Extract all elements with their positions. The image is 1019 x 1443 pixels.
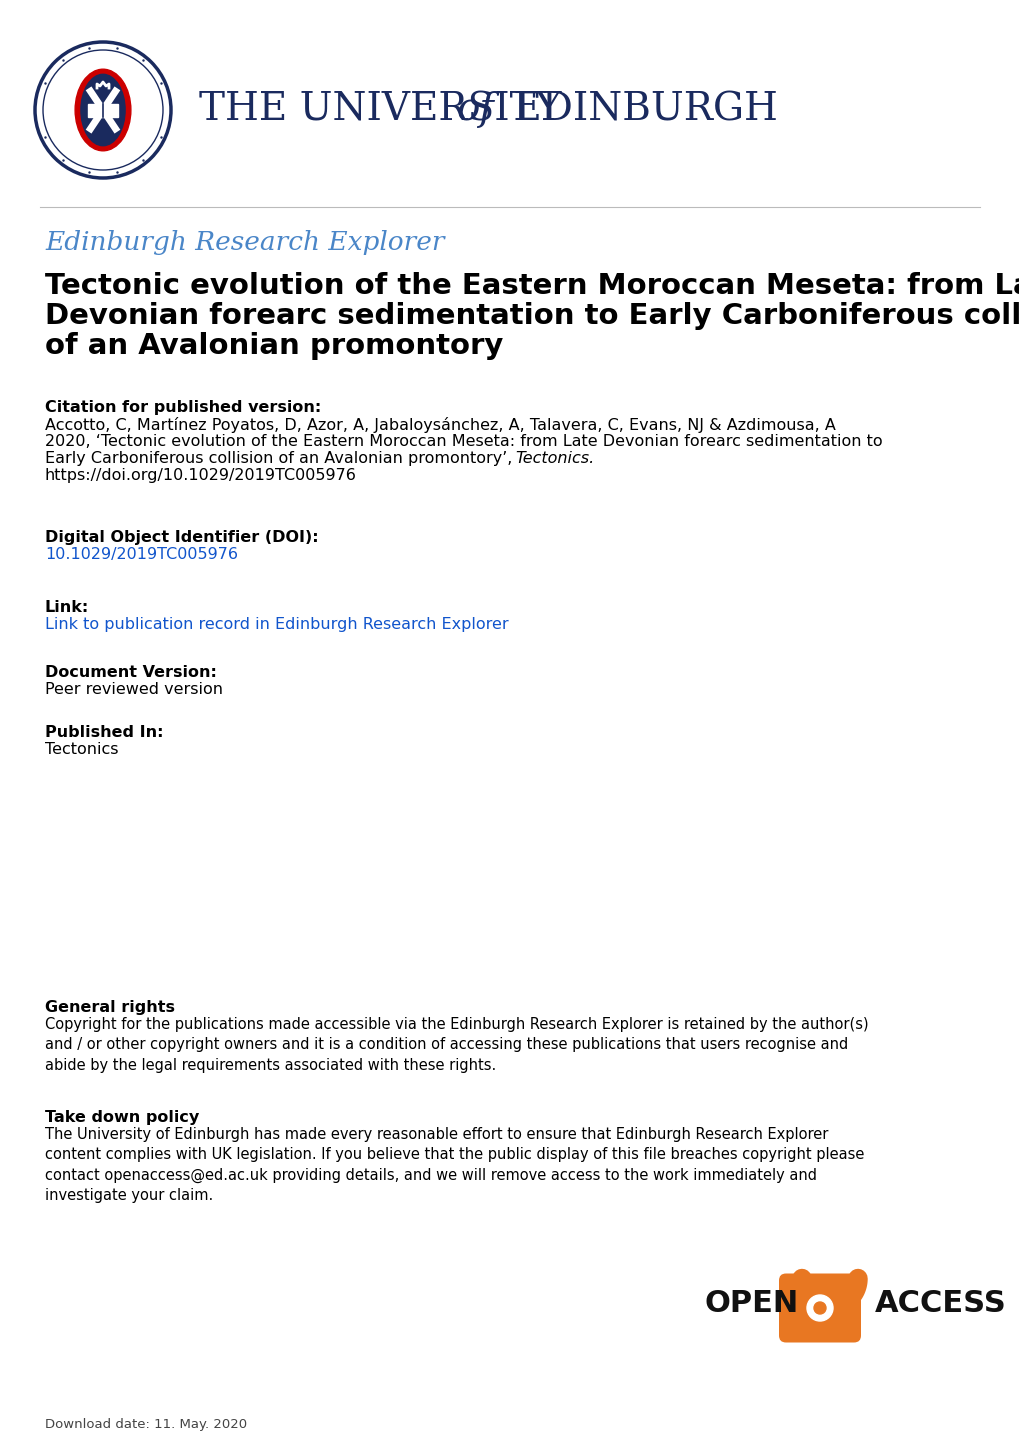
Text: Citation for published version:: Citation for published version: xyxy=(45,400,321,416)
Text: Published In:: Published In: xyxy=(45,724,163,740)
Text: Peer reviewed version: Peer reviewed version xyxy=(45,683,223,697)
Text: https://doi.org/10.1029/2019TC005976: https://doi.org/10.1029/2019TC005976 xyxy=(45,468,357,483)
Circle shape xyxy=(806,1294,833,1320)
Ellipse shape xyxy=(81,74,125,146)
Text: Document Version:: Document Version: xyxy=(45,665,217,680)
Text: EDINBURGH: EDINBURGH xyxy=(500,91,777,128)
Circle shape xyxy=(813,1302,825,1315)
Text: of: of xyxy=(455,91,493,128)
Text: Link to publication record in Edinburgh Research Explorer: Link to publication record in Edinburgh … xyxy=(45,618,508,632)
Text: General rights: General rights xyxy=(45,1000,175,1014)
Text: Devonian forearc sedimentation to Early Carboniferous collision: Devonian forearc sedimentation to Early … xyxy=(45,302,1019,330)
Text: THE UNIVERSITY: THE UNIVERSITY xyxy=(199,91,574,128)
Text: Tectonic evolution of the Eastern Moroccan Meseta: from Late: Tectonic evolution of the Eastern Morocc… xyxy=(45,271,1019,300)
Text: 10.1029/2019TC005976: 10.1029/2019TC005976 xyxy=(45,547,237,561)
Text: The University of Edinburgh has made every reasonable effort to ensure that Edin: The University of Edinburgh has made eve… xyxy=(45,1127,863,1203)
Text: Accotto, C, Martínez Poyatos, D, Azor, A, Jabaloysánchez, A, Talavera, C, Evans,: Accotto, C, Martínez Poyatos, D, Azor, A… xyxy=(45,417,835,433)
FancyBboxPatch shape xyxy=(779,1274,860,1342)
Text: Download date: 11. May. 2020: Download date: 11. May. 2020 xyxy=(45,1418,247,1431)
Text: Link:: Link: xyxy=(45,600,90,615)
Text: Copyright for the publications made accessible via the Edinburgh Research Explor: Copyright for the publications made acce… xyxy=(45,1017,868,1072)
Text: Edinburgh Research Explorer: Edinburgh Research Explorer xyxy=(45,229,444,255)
Text: of an Avalonian promontory: of an Avalonian promontory xyxy=(45,332,503,359)
Text: Tectonics: Tectonics xyxy=(45,742,118,758)
Ellipse shape xyxy=(75,69,130,152)
FancyBboxPatch shape xyxy=(88,104,118,117)
Text: Digital Object Identifier (DOI):: Digital Object Identifier (DOI): xyxy=(45,530,318,545)
Text: Early Carboniferous collision of an Avalonian promontory’,: Early Carboniferous collision of an Aval… xyxy=(45,452,517,466)
Text: 2020, ‘Tectonic evolution of the Eastern Moroccan Meseta: from Late Devonian for: 2020, ‘Tectonic evolution of the Eastern… xyxy=(45,434,881,449)
Text: Tectonics.: Tectonics. xyxy=(515,452,594,466)
Circle shape xyxy=(33,40,173,180)
Text: Take down policy: Take down policy xyxy=(45,1110,199,1126)
Text: OPEN: OPEN xyxy=(704,1289,799,1317)
Text: ACCESS: ACCESS xyxy=(874,1289,1006,1317)
